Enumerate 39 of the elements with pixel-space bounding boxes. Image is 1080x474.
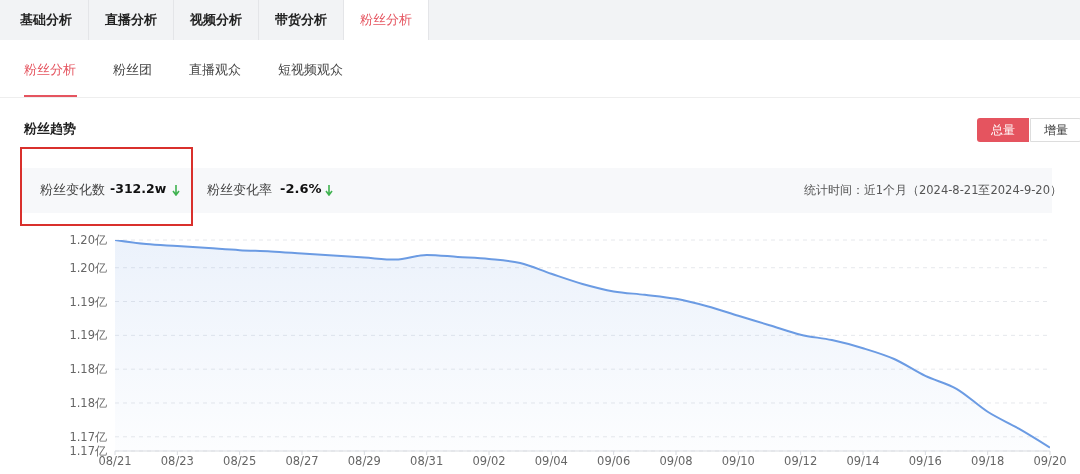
x-tick-label: 09/06 — [597, 454, 631, 469]
text: 粉丝变化数 — [40, 182, 105, 199]
text: 粉丝变化率 — [207, 182, 272, 199]
x-tick-label: 09/08 — [659, 454, 693, 469]
y-tick-label: 1.17亿 — [69, 429, 107, 444]
y-tick-label: 1.19亿 — [69, 294, 107, 309]
x-tick-label: 08/25 — [223, 454, 257, 469]
text: -312.2w — [110, 181, 167, 196]
x-tick-label: 09/04 — [534, 454, 568, 469]
x-tick-label: 08/27 — [285, 454, 319, 469]
x-tick-label: 08/23 — [160, 454, 194, 469]
x-tick-label: 09/14 — [846, 454, 880, 469]
text: 粉丝分析 — [344, 0, 429, 40]
text: 短视频观众 — [278, 61, 343, 79]
text: 统计时间：近1个月（2024-8-21至2024-9-20） — [803, 183, 1062, 198]
y-tick-label: 1.18亿 — [69, 362, 107, 377]
y-tick-label: 1.20亿 — [69, 233, 107, 248]
x-tick-label: 08/31 — [410, 454, 444, 469]
x-tick-label: 08/29 — [347, 454, 381, 469]
x-tick-label: 09/16 — [908, 454, 942, 469]
text: 基础分析 — [4, 0, 89, 40]
text: 直播观众 — [189, 61, 241, 79]
y-tick-label: 1.18亿 — [69, 396, 107, 411]
text: 总量 — [977, 118, 1029, 142]
x-tick-label: 09/02 — [472, 454, 506, 469]
chart-title: 粉丝趋势 — [24, 120, 76, 138]
x-tick-label: 09/20 — [1033, 454, 1067, 469]
text: -2.6% — [280, 181, 322, 196]
x-tick-label: 09/18 — [971, 454, 1005, 469]
text: 带货分析 — [259, 0, 344, 40]
x-tick-label: 09/10 — [721, 454, 755, 469]
x-tick-label: 09/12 — [784, 454, 818, 469]
y-tick-label: 1.20亿 — [69, 260, 107, 275]
text: 粉丝分析 — [24, 61, 76, 79]
text: 粉丝团 — [113, 61, 152, 79]
y-tick-label: 1.19亿 — [69, 328, 107, 343]
text: 直播分析 — [89, 0, 174, 40]
text: 视频分析 — [174, 0, 259, 40]
text: 增量 — [1030, 118, 1080, 142]
